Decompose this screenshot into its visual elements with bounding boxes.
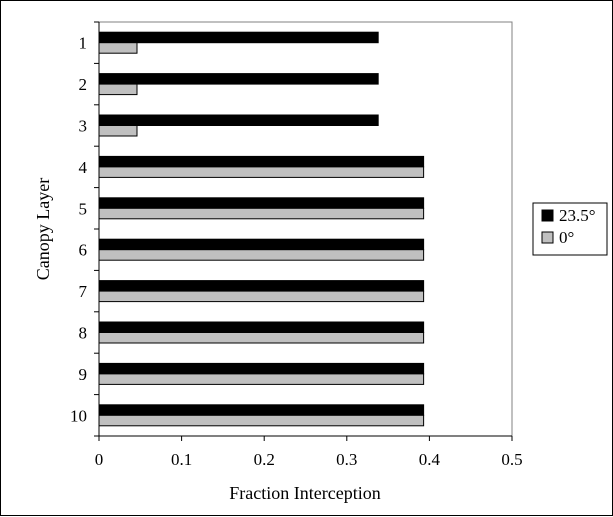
bar-tilted-layer-10 (98, 404, 425, 416)
bar-tilted-layer-2 (98, 73, 379, 85)
y-tick-label-7: 7 (79, 282, 88, 301)
x-tick-label-0.5: 0.5 (501, 450, 522, 469)
bar-tilted-layer-1 (98, 31, 379, 44)
legend-swatch-0 (541, 209, 554, 222)
y-tick-label-8: 8 (79, 324, 88, 343)
bar-flat-layer-6 (98, 249, 425, 261)
ticks: 1 2 3 4 5 6 7 8 9 10 0 0.1 0.2 0.3 0.4 0.5 (70, 21, 523, 469)
bar-tilted-layer-8 (98, 321, 425, 333)
x-tick-label-0: 0 (95, 450, 104, 469)
bar-tilted-layer-9 (98, 362, 425, 375)
bar-tilted-layer-3 (98, 114, 379, 126)
bar-flat-layer-4 (98, 166, 425, 178)
bar-flat-layer-8 (98, 332, 425, 344)
legend: 23.5° 0° (532, 202, 608, 256)
bar-flat-layer-1 (98, 42, 138, 54)
x-tick-label-0.4: 0.4 (419, 450, 441, 469)
y-tick-label-4: 4 (79, 158, 88, 177)
bars (98, 31, 425, 427)
bar-flat-layer-7 (98, 290, 425, 303)
y-tick-label-1: 1 (79, 34, 88, 53)
x-tick-label-0.2: 0.2 (254, 450, 275, 469)
bar-flat-layer-9 (98, 373, 425, 385)
legend-label-1: 0° (559, 228, 574, 247)
y-tick-label-5: 5 (79, 199, 88, 218)
y-tick-label-10: 10 (70, 406, 87, 425)
x-axis-title: Fraction Interception (229, 483, 380, 503)
bar-flat-layer-3 (98, 125, 138, 137)
y-tick-label-3: 3 (79, 117, 88, 136)
legend-label-0: 23.5° (559, 206, 596, 225)
y-tick-label-9: 9 (79, 365, 88, 384)
y-axis-title: Canopy Layer (33, 178, 53, 280)
bar-tilted-layer-6 (98, 238, 425, 251)
bar-flat-layer-2 (98, 83, 138, 96)
bar-tilted-layer-7 (98, 280, 425, 292)
bar-tilted-layer-5 (98, 197, 425, 209)
y-tick-label-6: 6 (79, 241, 88, 260)
x-tick-label-0.1: 0.1 (171, 450, 192, 469)
bar-flat-layer-5 (98, 207, 425, 220)
bar-flat-layer-10 (98, 414, 425, 427)
legend-swatch-1 (541, 231, 554, 244)
y-tick-label-2: 2 (79, 75, 88, 94)
x-tick-label-0.3: 0.3 (336, 450, 357, 469)
bar-tilted-layer-4 (98, 155, 425, 168)
